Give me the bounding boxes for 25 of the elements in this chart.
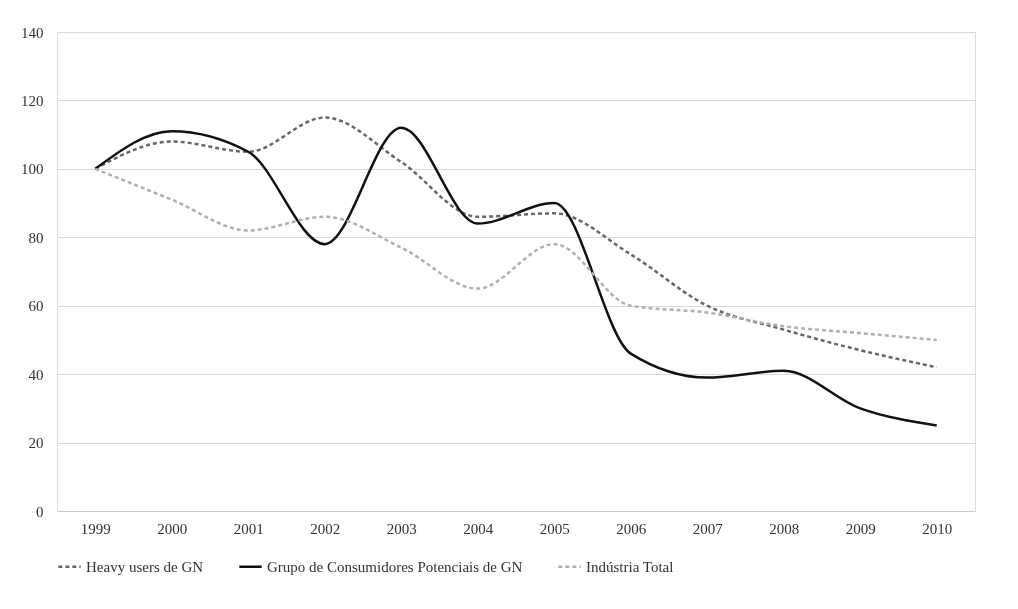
x-tick-label: 2005 bbox=[539, 520, 570, 537]
x-tick-label: 2010 bbox=[922, 520, 953, 537]
y-tick-label: 140 bbox=[21, 24, 44, 41]
y-tick-label: 0 bbox=[36, 503, 44, 520]
x-tick-label: 2007 bbox=[692, 520, 724, 537]
x-tick-label: 1999 bbox=[80, 520, 111, 537]
x-tick-label: 2008 bbox=[769, 520, 800, 537]
x-tick-label: 2002 bbox=[310, 520, 341, 537]
y-tick-label: 120 bbox=[21, 92, 44, 109]
x-tick-label: 2000 bbox=[157, 520, 188, 537]
legend-label: Indústria Total bbox=[586, 558, 674, 575]
x-tick-label: 2009 bbox=[845, 520, 876, 537]
line-series bbox=[94, 126, 938, 427]
y-tick-label: 80 bbox=[28, 229, 44, 246]
y-tick-label: 40 bbox=[28, 366, 44, 383]
x-tick-label: 2003 bbox=[386, 520, 417, 537]
legend-label: Heavy users de GN bbox=[86, 558, 204, 575]
x-tick-label: 2004 bbox=[463, 520, 494, 537]
x-tick-label: 2001 bbox=[233, 520, 264, 537]
y-tick-label: 60 bbox=[28, 298, 44, 315]
y-tick-label: 20 bbox=[28, 435, 44, 452]
y-tick-label: 100 bbox=[21, 161, 44, 178]
line-series bbox=[94, 167, 938, 342]
legend-label: Grupo de Consumidores Potenciais de GN bbox=[267, 558, 523, 575]
x-tick-label: 2006 bbox=[616, 520, 647, 537]
